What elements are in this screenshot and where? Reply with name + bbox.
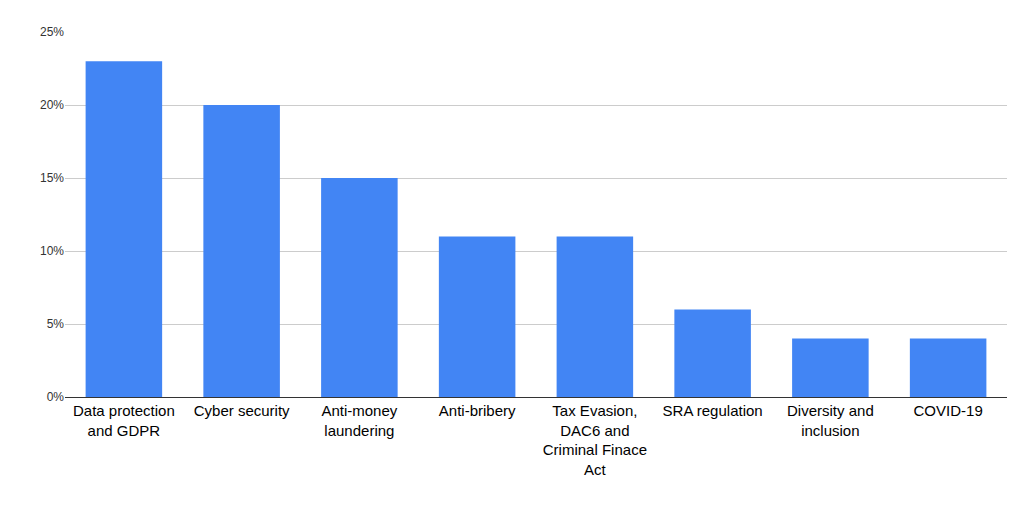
svg-text:0%: 0% (47, 390, 65, 404)
svg-text:Anti-moneylaundering: Anti-moneylaundering (321, 402, 397, 439)
svg-text:20%: 20% (40, 98, 64, 112)
svg-text:Anti-bribery: Anti-bribery (439, 402, 516, 419)
svg-text:Data protectionand GDPR: Data protectionand GDPR (73, 402, 175, 439)
svg-text:SRA regulation: SRA regulation (663, 402, 763, 419)
svg-text:10%: 10% (40, 244, 64, 258)
svg-text:15%: 15% (40, 171, 64, 185)
svg-text:Diversity andinclusion: Diversity andinclusion (787, 402, 874, 439)
svg-text:5%: 5% (47, 317, 65, 331)
svg-text:25%: 25% (40, 25, 64, 39)
svg-text:Tax Evasion,DAC6 andCriminal F: Tax Evasion,DAC6 andCriminal FinaceAct (543, 402, 647, 478)
svg-text:COVID-19: COVID-19 (914, 402, 983, 419)
svg-text:Cyber security: Cyber security (194, 402, 290, 419)
